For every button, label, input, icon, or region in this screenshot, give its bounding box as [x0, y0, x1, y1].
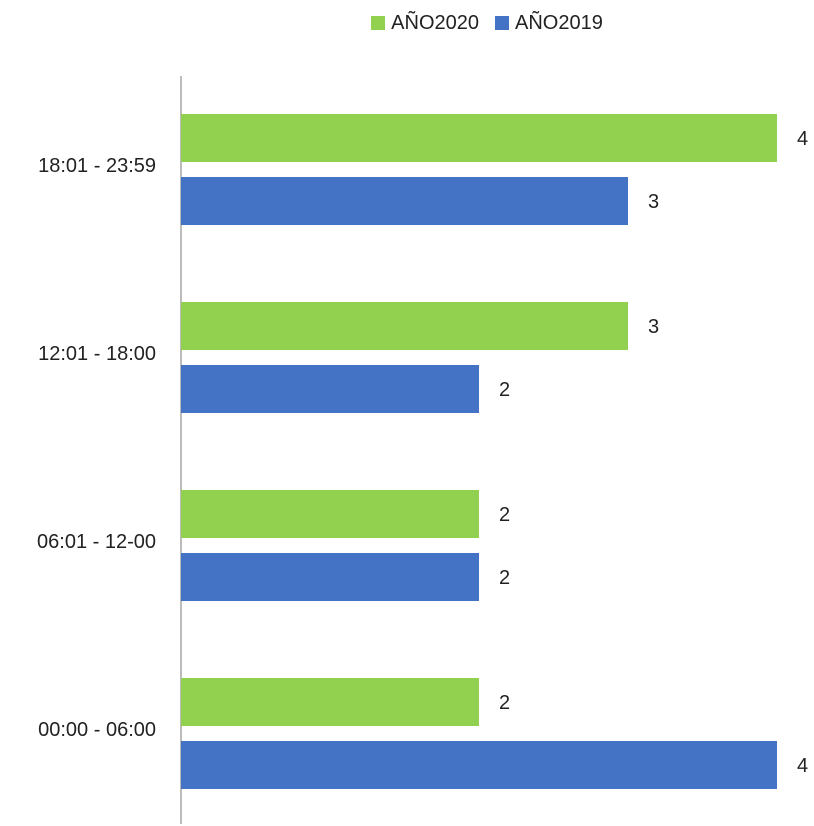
legend-label-2019: AÑO2019	[515, 11, 603, 34]
data-label: 2	[499, 379, 510, 401]
bar	[181, 553, 479, 601]
legend-item-2020: AÑO2020	[371, 12, 479, 35]
category-label: 00:00 - 06:00	[38, 719, 156, 741]
bar	[181, 490, 479, 538]
bar	[181, 741, 777, 789]
bar	[181, 114, 777, 162]
data-label: 4	[797, 128, 808, 150]
category-label: 18:01 - 23:59	[38, 155, 156, 177]
data-label: 2	[499, 692, 510, 714]
data-label: 3	[648, 191, 659, 213]
bar	[181, 302, 628, 350]
legend-swatch-2019	[495, 16, 509, 30]
data-label: 2	[499, 567, 510, 589]
data-label: 2	[499, 504, 510, 526]
legend-item-2019: AÑO2019	[495, 12, 603, 35]
legend: AÑO2020 AÑO2019	[0, 8, 814, 38]
category-label: 12:01 - 18:00	[38, 343, 156, 365]
category-label: 06:01 - 12-00	[37, 531, 156, 553]
bar	[181, 177, 628, 225]
data-label: 4	[797, 755, 808, 777]
bar	[181, 365, 479, 413]
data-label: 3	[648, 316, 659, 338]
legend-label-2020: AÑO2020	[391, 11, 479, 34]
bar	[181, 678, 479, 726]
legend-swatch-2020	[371, 16, 386, 30]
